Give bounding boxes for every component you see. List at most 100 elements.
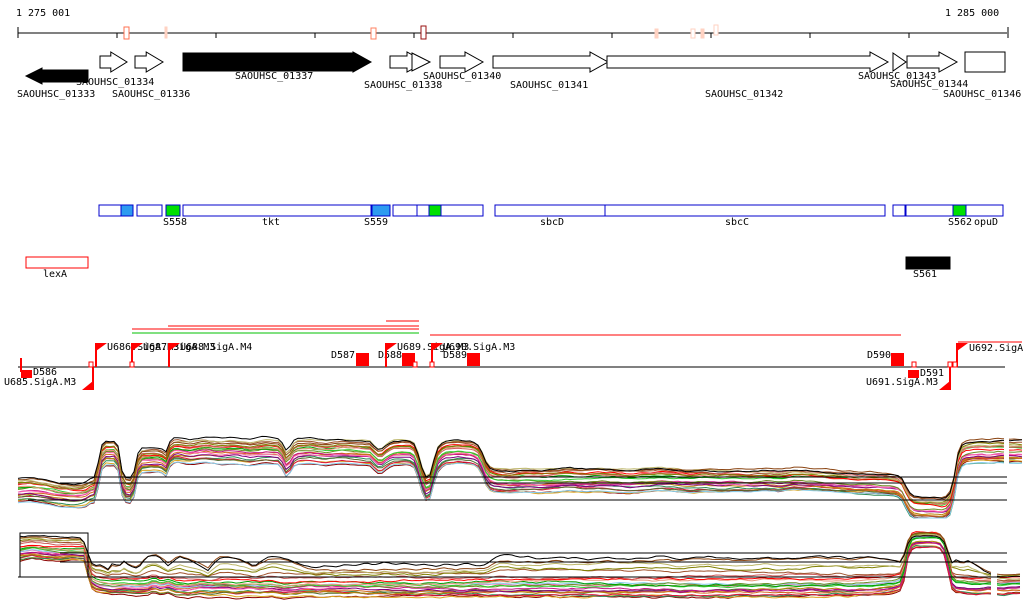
gene-label: SAOUHSC_01343 — [858, 71, 937, 82]
panel-gap — [991, 530, 997, 604]
gene-arrow-SAOUHSC_01346[interactable] — [964, 51, 1006, 73]
feature-label: S562 — [948, 217, 973, 228]
ruler-variant-mark[interactable] — [700, 28, 705, 39]
terminator-marker[interactable] — [908, 370, 919, 378]
coverage-trace — [19, 535, 1021, 578]
panel-gap — [1004, 432, 1009, 518]
promoter-flag-up[interactable] — [169, 343, 180, 351]
coverage-trace — [19, 531, 1021, 588]
coverage-trace — [17, 449, 1023, 513]
flag-base-square — [412, 361, 418, 368]
promoter-flag-down[interactable] — [82, 381, 93, 390]
promoter-label: U690.SigA.M3 — [443, 342, 516, 353]
terminator-marker[interactable] — [891, 353, 904, 366]
terminator-marker[interactable] — [467, 353, 480, 366]
gene-label: SAOUHSC_01340 — [423, 71, 502, 82]
feature-box[interactable] — [182, 204, 372, 217]
coverage-trace — [19, 541, 1021, 592]
S561-label: S561 — [913, 269, 938, 280]
coverage-trace — [19, 546, 1021, 597]
flag-base-square — [911, 361, 917, 368]
feature-box[interactable] — [905, 204, 954, 217]
ruler-end-label: 1 285 000 — [945, 8, 1000, 19]
gene-label: SAOUHSC_01342 — [705, 89, 784, 100]
gene-arrow-SAOUHSC_01342[interactable] — [606, 51, 890, 73]
terminator-label: D591 — [920, 368, 945, 379]
terminator-label: D587 — [331, 350, 356, 361]
coverage-block-outline — [19, 532, 89, 578]
feature-box[interactable] — [120, 204, 134, 217]
coverage-trace — [17, 439, 1022, 501]
coverage-trace — [17, 442, 1023, 504]
feature-box[interactable] — [392, 204, 431, 217]
promoter-flag-up[interactable] — [432, 343, 443, 351]
coverage-trace — [19, 534, 1021, 582]
flag-base-square — [88, 361, 94, 368]
promoter-flag-up[interactable] — [132, 343, 143, 351]
gene-arrow-chevron[interactable] — [411, 52, 432, 72]
ruler-variant-mark[interactable] — [713, 24, 719, 36]
feature-box[interactable] — [371, 204, 391, 217]
gene-arrow-SAOUHSC_01337[interactable] — [182, 51, 373, 73]
gene-arrow-SAOUHSC_01334[interactable] — [99, 51, 128, 73]
promoter-label: U686.SigA.M3 — [107, 342, 180, 353]
feature-box[interactable] — [892, 204, 906, 217]
promoter-label: U687.SigA.M3 — [143, 342, 216, 353]
feature-box[interactable] — [136, 204, 163, 217]
promoter-label: U691.SigA.M3 — [866, 377, 939, 388]
coverage-trace — [19, 532, 1021, 577]
gene-label: SAOUHSC_01334 — [76, 77, 155, 88]
gene-arrow-SAOUHSC_01341[interactable] — [492, 51, 610, 73]
feature-box[interactable] — [165, 204, 181, 217]
feature-label: opuD — [974, 217, 999, 228]
coverage-trace — [17, 435, 1023, 500]
ruler-variant-mark[interactable] — [370, 27, 377, 40]
feature-label: sbcD — [540, 217, 565, 228]
terminator-marker[interactable] — [21, 370, 32, 378]
gene-arrow-SAOUHSC_01336[interactable] — [134, 51, 164, 73]
ruler-variant-mark[interactable] — [654, 28, 659, 39]
gene-label: SAOUHSC_01341 — [510, 80, 589, 91]
s561-box[interactable] — [905, 256, 951, 270]
terminator-marker[interactable] — [356, 353, 369, 366]
coverage-trace — [17, 456, 1023, 518]
gene-arrow-SAOUHSC_01340[interactable] — [439, 51, 485, 73]
promoter-label: U692.SigA.M3 — [969, 343, 1024, 354]
gene-arrow-SAOUHSC_01333[interactable] — [24, 67, 89, 85]
terminator-label: D589 — [443, 350, 468, 361]
terminator-label: D586 — [33, 367, 58, 378]
terminator-marker[interactable] — [402, 353, 415, 366]
coverage-trace — [19, 531, 1021, 584]
feature-label: S558 — [163, 217, 188, 228]
feature-box[interactable] — [965, 204, 1004, 217]
gene-label: SAOUHSC_01344 — [890, 79, 969, 90]
ruler-variant-mark[interactable] — [123, 26, 130, 40]
ruler-variant-mark[interactable] — [420, 25, 427, 40]
promoter-flag-up[interactable] — [386, 343, 397, 351]
feature-box[interactable] — [494, 204, 886, 217]
coverage-trace — [19, 536, 1021, 589]
gene-arrow-SAOUHSC_01343[interactable] — [892, 52, 907, 72]
promoter-label: U685.SigA.M3 — [4, 377, 77, 388]
ruler-variant-mark[interactable] — [690, 28, 696, 39]
feature-box[interactable] — [440, 204, 484, 217]
terminator-label: D588 — [378, 350, 403, 361]
feature-box[interactable] — [952, 204, 967, 217]
gene-arrow-SAOUHSC_01344[interactable] — [906, 51, 959, 73]
feature-box[interactable] — [428, 204, 442, 217]
lexA-box[interactable] — [25, 256, 89, 269]
promoter-flag-down[interactable] — [939, 381, 950, 390]
coverage-trace — [19, 533, 1021, 580]
coverage-trace — [17, 461, 1023, 519]
promoter-flag-up[interactable] — [957, 343, 968, 351]
ruler-variant-mark[interactable] — [164, 26, 168, 39]
gene-label: SAOUHSC_01337 — [235, 71, 314, 82]
gene-label: SAOUHSC_01338 — [364, 80, 443, 91]
flag-base-square — [952, 361, 958, 368]
gene-label: SAOUHSC_01333 — [17, 89, 96, 100]
promoter-flag-up[interactable] — [96, 343, 107, 351]
lexA-label: lexA — [43, 269, 68, 280]
ruler-start-label: 1 275 001 — [16, 8, 71, 19]
